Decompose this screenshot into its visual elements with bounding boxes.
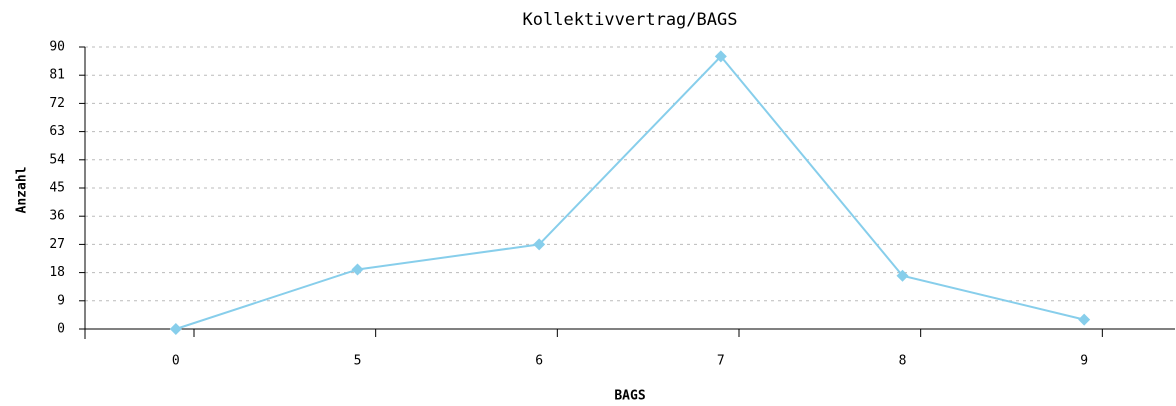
y-tick-label: 63: [49, 124, 65, 139]
y-tick-label: 36: [49, 209, 65, 224]
y-tick-label: 54: [49, 152, 65, 167]
y-tick-label: 72: [49, 96, 65, 111]
y-axis-label: Anzahl: [15, 167, 30, 214]
x-tick-label: 6: [535, 354, 543, 369]
y-tick-label: 45: [49, 181, 65, 196]
series-line: [175, 54, 1085, 330]
y-tick-label: 81: [49, 68, 65, 83]
point-marker: [1078, 313, 1091, 326]
y-tick-label: 18: [49, 265, 65, 280]
x-tick-label: 7: [717, 354, 725, 369]
point-marker: [896, 269, 909, 282]
point-marker: [714, 50, 727, 63]
y-tick-label: 27: [49, 237, 65, 252]
x-tick-label: 8: [899, 354, 907, 369]
x-tick-label: 9: [1080, 354, 1088, 369]
x-tick-label: 5: [354, 354, 362, 369]
point-marker: [169, 323, 182, 335]
y-tick-label: 0: [57, 322, 65, 337]
point-marker: [351, 263, 364, 276]
point-marker: [533, 238, 546, 251]
y-tick-label: 90: [49, 40, 65, 55]
x-tick-label: 0: [172, 354, 180, 369]
y-tick-label: 9: [57, 293, 65, 308]
chart-title: Kollektivvertrag/BAGS: [523, 10, 738, 30]
x-axis-label: BAGS: [614, 389, 645, 404]
